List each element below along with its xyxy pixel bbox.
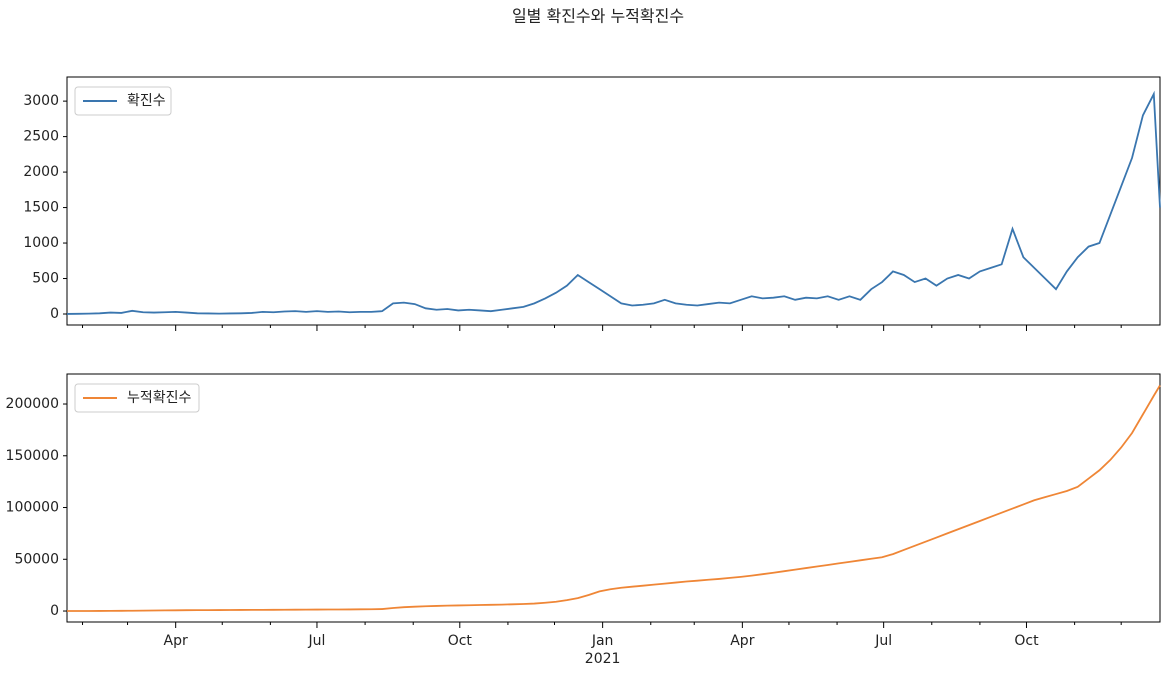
- x-tick-label: Jan: [591, 633, 614, 649]
- x-tick-label: Jul: [308, 633, 326, 649]
- axes-frame: [66, 373, 1161, 623]
- y-tick-label: 500: [32, 271, 59, 287]
- y-tick-label: 0: [50, 306, 59, 322]
- figure-title: 일별 확진수와 누적확진수: [512, 7, 684, 26]
- legend-label: 누적확진수: [127, 390, 192, 406]
- y-tick-label: 50000: [14, 551, 59, 567]
- x-tick-label: Jul: [874, 633, 892, 649]
- legend-label: 확진수: [127, 93, 166, 109]
- y-tick-label: 0: [50, 603, 59, 619]
- y-tick-label: 2500: [23, 129, 59, 145]
- y-tick-label: 100000: [6, 500, 59, 516]
- series-line: [66, 90, 1161, 315]
- y-tick-label: 150000: [6, 448, 59, 464]
- x-tick-label: Apr: [730, 633, 754, 649]
- x-tick-label: Oct: [1014, 633, 1039, 649]
- axes-frame: [66, 76, 1161, 326]
- y-tick-label: 2000: [23, 164, 59, 180]
- legend-box: [74, 383, 200, 413]
- y-tick-label: 200000: [6, 396, 59, 412]
- series-line: [66, 384, 1161, 612]
- x-tick-label: Apr: [164, 633, 188, 649]
- x-tick-sublabel: 2021: [585, 651, 621, 667]
- x-tick-label: Oct: [448, 633, 473, 649]
- y-tick-label: 1500: [23, 200, 59, 216]
- y-tick-label: 1000: [23, 235, 59, 251]
- legend-box: [74, 86, 172, 116]
- y-tick-label: 3000: [23, 93, 59, 109]
